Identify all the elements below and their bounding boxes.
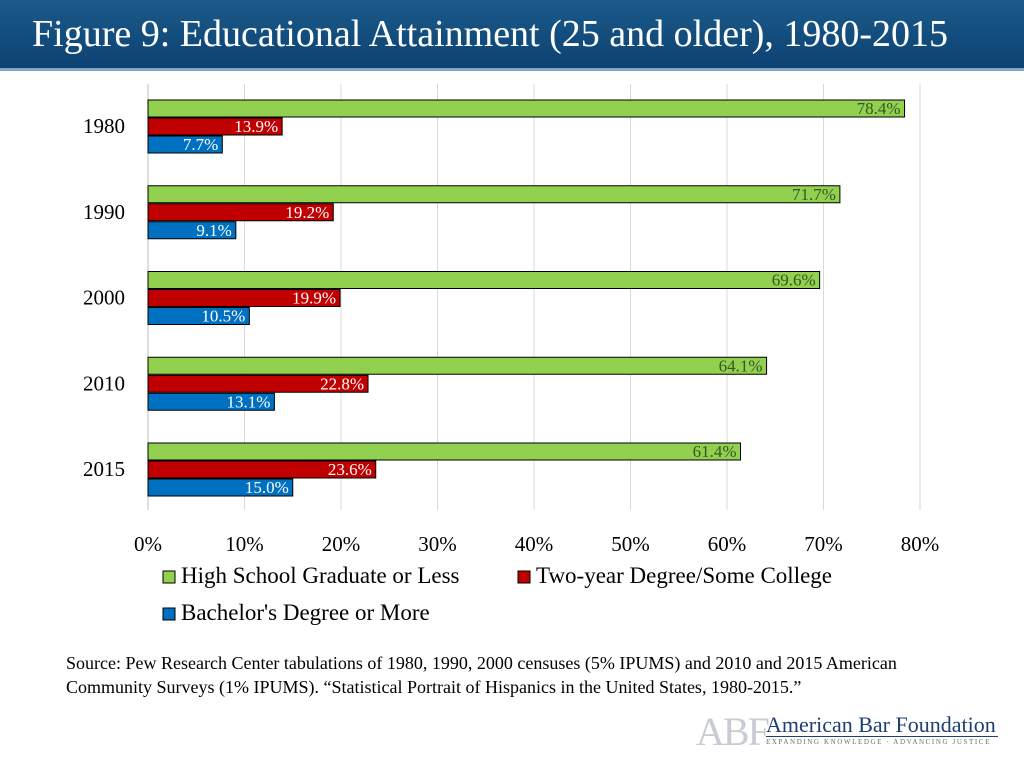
bar [147,460,377,479]
data-label: 71.7% [792,185,836,204]
logo-name: American Bar Foundation [766,712,996,737]
data-label: 64.1% [719,356,763,375]
category-label: 2015 [83,457,125,481]
data-label: 23.6% [328,460,372,479]
x-tick-label: 80% [901,532,940,556]
x-tick-label: 50% [611,532,650,556]
legend-swatch [162,607,176,621]
bar [147,203,334,222]
bar [147,185,841,204]
bar [147,271,821,289]
x-tick-label: 70% [804,532,843,556]
data-label: 78.4% [857,99,901,118]
bar [147,374,369,393]
x-tick-label: 60% [708,532,747,556]
bar [147,442,742,461]
data-label: 7.7% [183,135,218,154]
bar [147,117,283,136]
data-label: 13.1% [226,392,270,411]
logo-mark: ABF [696,709,770,754]
title-bar: Figure 9: Educational Attainment (25 and… [0,0,1024,71]
bar-chart: 78.4% 13.9% 7.7% 1980 71.7% 19.2% 9.1% 1990 69.6… [83,84,940,625]
page-title: Figure 9: Educational Attainment (25 and… [32,13,949,55]
x-tick-label: 0% [134,532,162,556]
bar [147,392,275,411]
data-label: 9.1% [196,221,231,240]
category-label: 2000 [83,286,125,310]
bar [147,289,341,307]
legend-swatch [162,570,176,584]
logo-rule [766,736,998,737]
data-label: 69.6% [772,271,816,290]
category-label: 1980 [83,114,125,138]
bar [147,221,237,240]
x-tick-label: 20% [322,532,361,556]
bar [147,356,768,375]
bar [147,307,250,325]
data-label: 10.5% [201,307,245,326]
legend-label: Bachelor's Degree or More [181,600,430,625]
x-tick-label: 10% [225,532,264,556]
bar [147,478,294,497]
abf-logo: ABF American Bar Foundation EXPANDING KN… [696,709,1008,754]
x-tick-label: 30% [418,532,457,556]
logo-tagline: EXPANDING KNOWLEDGE · ADVANCING JUSTICE [766,738,991,746]
data-label: 22.8% [320,374,364,393]
data-label: 19.9% [292,289,336,308]
legend-label: Two-year Degree/Some College [536,563,832,588]
legend-swatch [517,570,531,584]
data-label: 19.2% [285,203,329,222]
data-label: 15.0% [245,478,289,497]
data-label: 61.4% [693,442,737,461]
bar [147,135,223,154]
source-note: Source: Pew Research Center tabulations … [66,653,897,697]
x-tick-label: 40% [515,532,554,556]
bar [147,99,906,118]
category-label: 1990 [83,200,125,224]
legend-label: High School Graduate or Less [181,563,460,588]
data-label: 13.9% [234,117,278,136]
category-label: 2010 [83,371,125,395]
